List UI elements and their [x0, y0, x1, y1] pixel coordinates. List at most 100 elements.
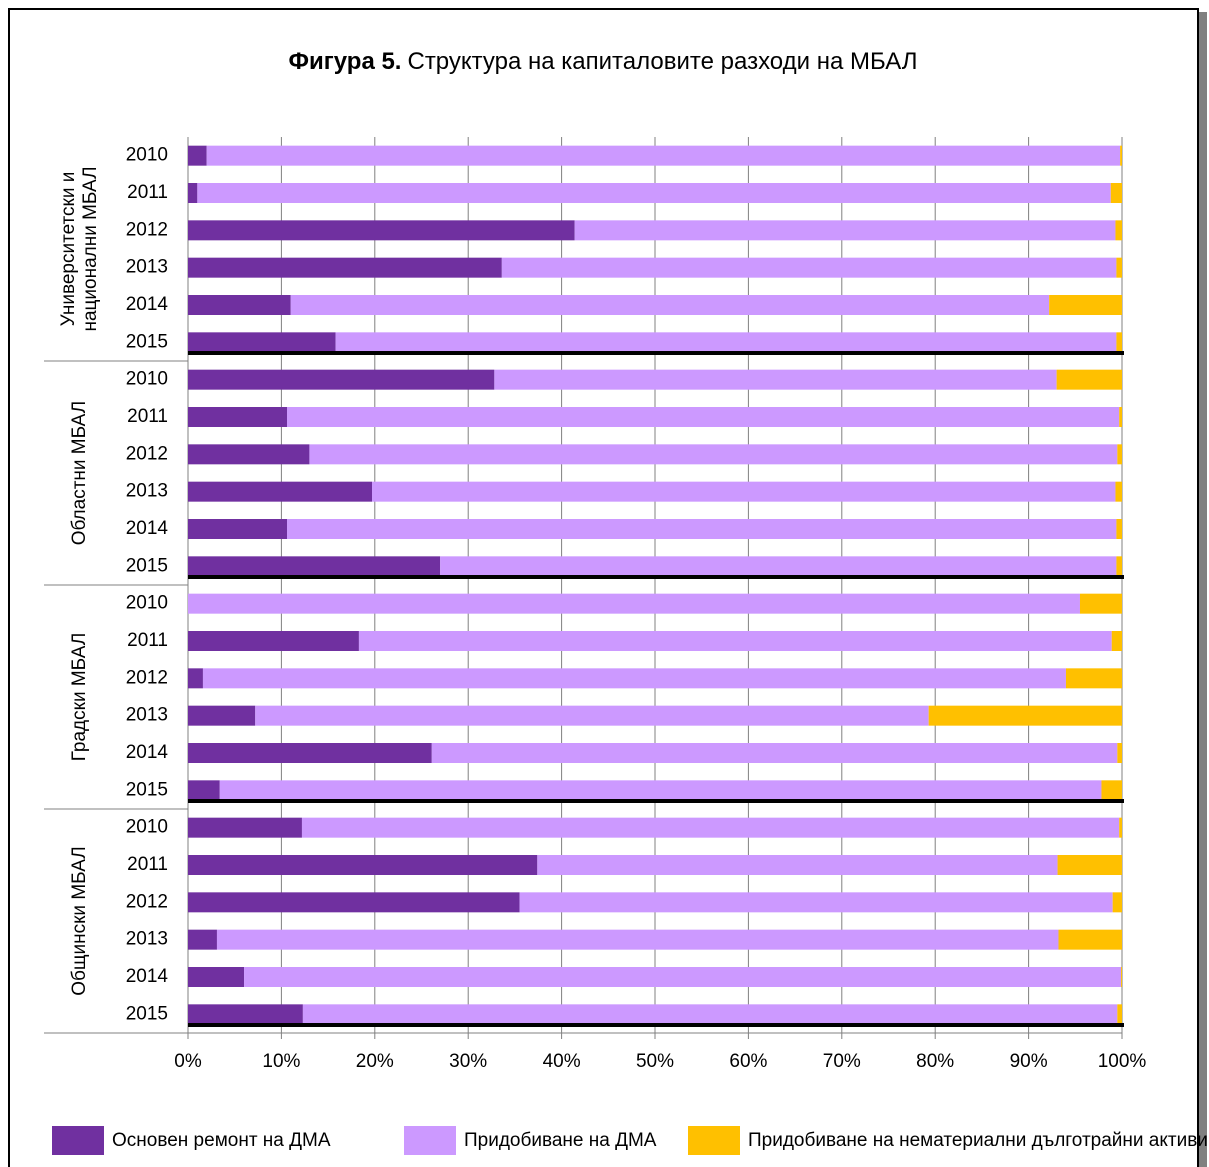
bar-segment: [287, 407, 1120, 427]
bar-segment: [290, 295, 1050, 315]
group-separator: [188, 799, 1124, 803]
x-tick-label: 70%: [823, 1051, 861, 1072]
bar-segment: [188, 817, 302, 838]
y-tick-label: 2010: [126, 593, 168, 614]
bar-segment: [244, 967, 1122, 987]
group-label: Общински МБАЛ: [69, 846, 90, 996]
x-tick-label: 10%: [262, 1051, 300, 1072]
bar-segment: [188, 631, 359, 651]
bar-segment: [501, 257, 1117, 278]
legend-label: Основен ремонт на ДМА: [112, 1130, 331, 1151]
x-tick-label: 60%: [729, 1051, 767, 1072]
bar-segment: [255, 705, 929, 726]
y-tick-label: 2011: [127, 182, 168, 203]
bar-segment: [188, 929, 217, 950]
y-tick-label: 2015: [126, 779, 168, 800]
bar-segment: [1101, 780, 1122, 801]
bar-segment: [335, 332, 1117, 353]
bar-segment: [188, 855, 538, 875]
bar-segment: [1119, 817, 1122, 838]
y-tick-label: 2014: [126, 742, 169, 763]
y-tick-label: 2013: [126, 705, 168, 726]
bar-segment: [188, 183, 198, 203]
y-tick-label: 2015: [126, 331, 168, 352]
bar-segment: [1117, 743, 1122, 763]
legend-label: Придобиване на ДМА: [464, 1130, 657, 1151]
x-tick-label: 20%: [356, 1051, 394, 1072]
y-tick-label: 2015: [126, 555, 168, 576]
bar-segment: [188, 705, 256, 726]
bar-segment: [1065, 668, 1122, 689]
bar-segment: [188, 967, 245, 987]
y-tick-label: 2010: [126, 817, 168, 838]
y-tick-label: 2010: [126, 369, 168, 390]
y-tick-label: 2015: [126, 1003, 168, 1024]
bar-segment: [1079, 593, 1122, 614]
x-tick-label: 30%: [449, 1051, 487, 1072]
bar-segment: [301, 817, 1120, 838]
y-tick-label: 2012: [126, 443, 168, 464]
group-separator: [188, 351, 1124, 355]
frame-shadow: [1199, 12, 1207, 1167]
bar-segment: [309, 444, 1118, 465]
bar-segment: [188, 257, 502, 278]
y-tick-label: 2012: [126, 219, 168, 240]
bar-segment: [188, 780, 220, 801]
x-tick-label: 80%: [916, 1051, 954, 1072]
bar-segment: [1111, 631, 1122, 651]
bar-segment: [1110, 183, 1122, 203]
bar-segment: [216, 929, 1059, 950]
x-tick-label: 40%: [543, 1051, 581, 1072]
group-separator: [188, 575, 1124, 579]
bar-segment: [358, 631, 1112, 651]
group-label: Областни МБАЛ: [69, 400, 90, 546]
bar-segment: [494, 369, 1057, 390]
bar-segment: [188, 1004, 303, 1025]
bar-segment: [440, 556, 1117, 577]
y-tick-label: 2013: [126, 929, 168, 950]
group-label: Градски МБАЛ: [69, 632, 90, 762]
bar-segment: [197, 183, 1111, 203]
bar-segment: [928, 705, 1122, 726]
bar-segment: [188, 295, 291, 315]
y-tick-label: 2011: [127, 854, 168, 875]
bar-segment: [188, 519, 288, 539]
title-text: Структура на капиталовите разходи на МБА…: [407, 48, 917, 75]
bar-segment: [1116, 556, 1122, 577]
y-tick-label: 2012: [126, 667, 168, 688]
bar-segment: [1058, 929, 1122, 950]
bar-segment: [302, 1004, 1118, 1025]
bar-segment: [431, 743, 1118, 763]
bar-segment: [188, 220, 575, 241]
bar-segment: [188, 332, 336, 353]
bar-segment: [1121, 967, 1122, 987]
legend-swatch: [688, 1126, 740, 1155]
bar-segment: [574, 220, 1116, 241]
legend-swatch: [52, 1126, 104, 1155]
bar-segment: [188, 145, 207, 166]
bar-segment: [1115, 481, 1122, 502]
y-tick-label: 2013: [126, 257, 168, 278]
bar-segment: [188, 892, 520, 913]
y-tick-label: 2014: [126, 966, 169, 987]
x-tick-label: 100%: [1098, 1051, 1147, 1072]
y-tick-label: 2014: [126, 518, 169, 539]
bar-segment: [1120, 145, 1122, 166]
x-tick-label: 50%: [636, 1051, 674, 1072]
legend-label: Придобиване на нематериални дълготрайни …: [748, 1130, 1208, 1151]
bar-segment: [1056, 369, 1122, 390]
bar-segment: [1049, 295, 1122, 315]
group-separator: [188, 1023, 1124, 1027]
y-tick-label: 2011: [127, 630, 168, 651]
bar-segment: [219, 780, 1102, 801]
bar-segment: [1117, 1004, 1122, 1025]
bar-segment: [1116, 257, 1122, 278]
bar-segment: [188, 668, 203, 689]
bar-segment: [1117, 444, 1122, 465]
bar-segment: [1115, 220, 1122, 241]
bar-segment: [519, 892, 1113, 913]
y-tick-label: 2012: [126, 891, 168, 912]
bar-segment: [206, 145, 1121, 166]
title-prefix: Фигура 5.: [289, 48, 402, 75]
